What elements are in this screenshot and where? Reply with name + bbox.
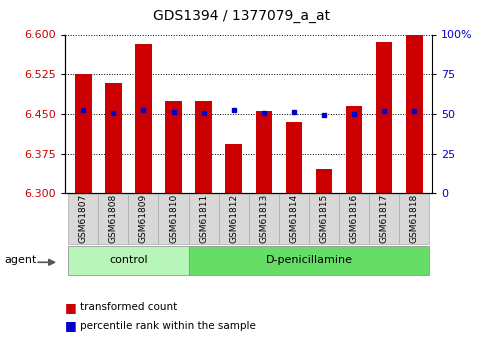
Bar [105, 83, 122, 193]
Text: GSM61818: GSM61818 [410, 194, 419, 243]
Text: GSM61810: GSM61810 [169, 194, 178, 243]
Bar [226, 144, 242, 193]
Text: GSM61813: GSM61813 [259, 194, 268, 243]
FancyBboxPatch shape [158, 194, 188, 244]
Bar [285, 122, 302, 193]
FancyBboxPatch shape [99, 194, 128, 244]
Bar [165, 101, 182, 193]
FancyBboxPatch shape [188, 194, 219, 244]
Text: percentile rank within the sample: percentile rank within the sample [80, 321, 256, 331]
FancyBboxPatch shape [188, 246, 429, 275]
FancyBboxPatch shape [339, 194, 369, 244]
Bar [256, 111, 272, 193]
FancyBboxPatch shape [68, 246, 188, 275]
Text: GDS1394 / 1377079_a_at: GDS1394 / 1377079_a_at [153, 9, 330, 23]
Text: GSM61811: GSM61811 [199, 194, 208, 243]
Text: GSM61816: GSM61816 [350, 194, 358, 243]
Bar [316, 169, 332, 193]
FancyBboxPatch shape [279, 194, 309, 244]
Text: GSM61814: GSM61814 [289, 194, 298, 243]
FancyBboxPatch shape [219, 194, 249, 244]
FancyBboxPatch shape [399, 194, 429, 244]
FancyBboxPatch shape [309, 194, 339, 244]
Bar [135, 44, 152, 193]
Text: GSM61815: GSM61815 [319, 194, 328, 243]
FancyBboxPatch shape [369, 194, 399, 244]
Bar [376, 42, 392, 193]
Text: agent: agent [5, 256, 37, 265]
Text: GSM61812: GSM61812 [229, 194, 238, 243]
Bar [406, 34, 423, 193]
Text: GSM61808: GSM61808 [109, 194, 118, 243]
Bar [195, 101, 212, 193]
Text: control: control [109, 256, 148, 265]
FancyBboxPatch shape [249, 194, 279, 244]
Text: GSM61817: GSM61817 [380, 194, 389, 243]
Text: ■: ■ [65, 300, 77, 314]
Text: transformed count: transformed count [80, 302, 177, 312]
Text: D-penicillamine: D-penicillamine [266, 256, 353, 265]
Text: GSM61807: GSM61807 [79, 194, 88, 243]
Bar [346, 106, 362, 193]
FancyBboxPatch shape [128, 194, 158, 244]
Bar [75, 74, 92, 193]
Text: ■: ■ [65, 319, 77, 333]
FancyBboxPatch shape [68, 194, 99, 244]
Text: GSM61809: GSM61809 [139, 194, 148, 243]
